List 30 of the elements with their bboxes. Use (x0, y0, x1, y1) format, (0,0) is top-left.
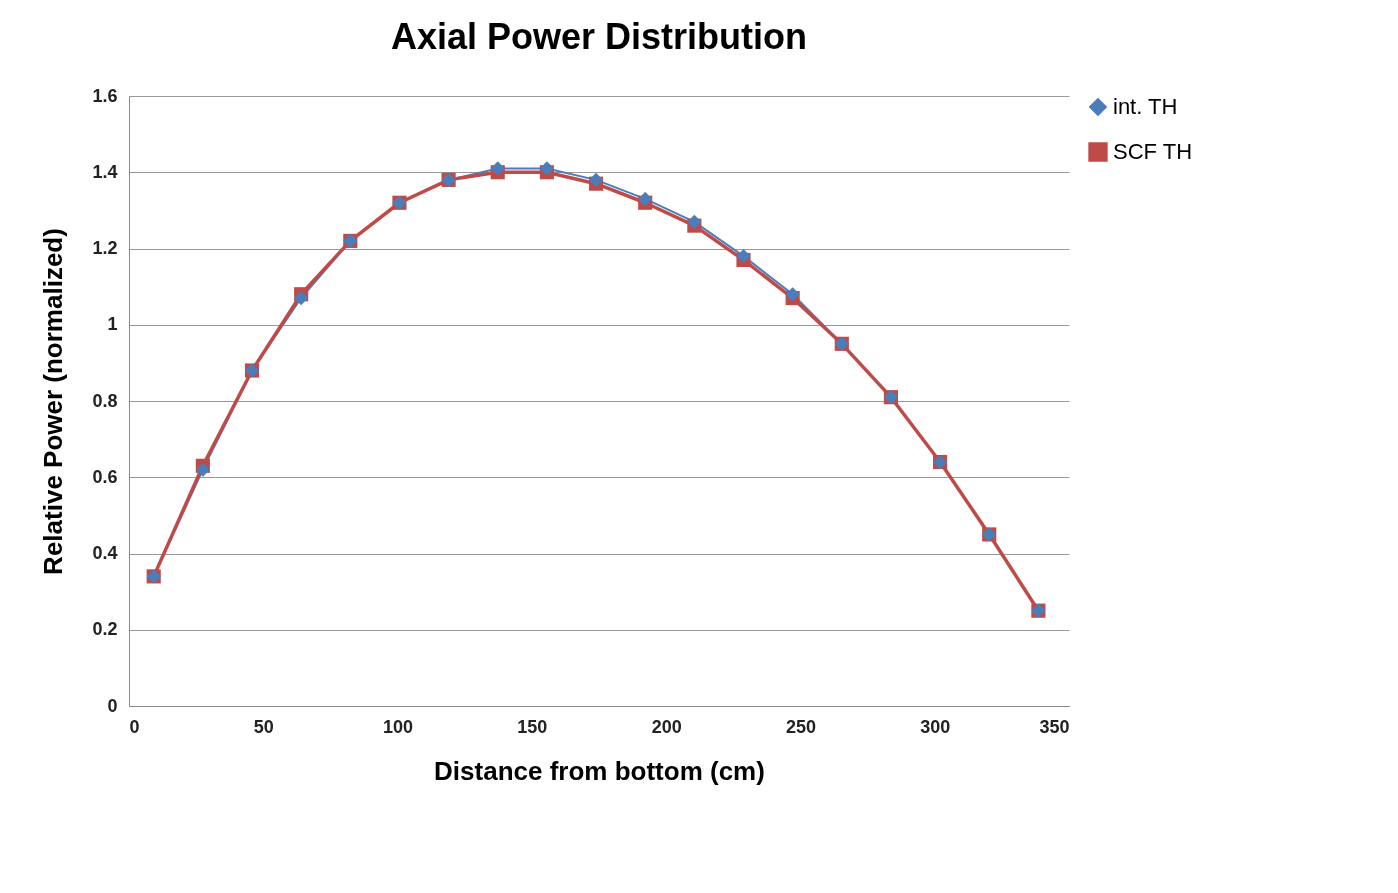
y-tick-label: 0.8 (92, 390, 118, 411)
chart-title: Axial Power Distribution (390, 16, 808, 57)
y-tick-label: 1.2 (92, 238, 118, 258)
point (195, 462, 210, 477)
y-tick-label: 1.4 (92, 161, 118, 182)
point (785, 287, 800, 302)
point (490, 161, 505, 176)
point (539, 161, 554, 176)
y-tick-label: 0.6 (92, 466, 118, 487)
x-axis-title: Distance from bottom (cm) (434, 755, 765, 786)
x-tick-label: 150 (517, 716, 548, 737)
legend-label: int. TH (1113, 94, 1178, 119)
y-tick-label: 0.4 (92, 543, 118, 563)
legend-label: SCF TH (1113, 139, 1193, 164)
x-tick-label: 100 (383, 716, 414, 737)
y-tick-label: 0.2 (92, 619, 118, 640)
x-tick-label: 250 (785, 716, 816, 737)
point (687, 214, 702, 229)
point (588, 172, 604, 187)
x-tick-label: 350 (1039, 716, 1070, 737)
y-tick-label: 1.6 (92, 85, 118, 106)
y-tick-label: 0 (107, 695, 118, 716)
point (638, 191, 653, 207)
x-tick-label: 200 (651, 716, 682, 737)
y-axis-title: Relative Power (normalized) (38, 228, 69, 575)
x-tick-label: 50 (253, 716, 274, 737)
x-tick-label: 300 (920, 716, 951, 737)
y-tick-label: 1 (107, 314, 118, 335)
point (294, 290, 309, 306)
x-tick-label: 0 (129, 716, 140, 737)
